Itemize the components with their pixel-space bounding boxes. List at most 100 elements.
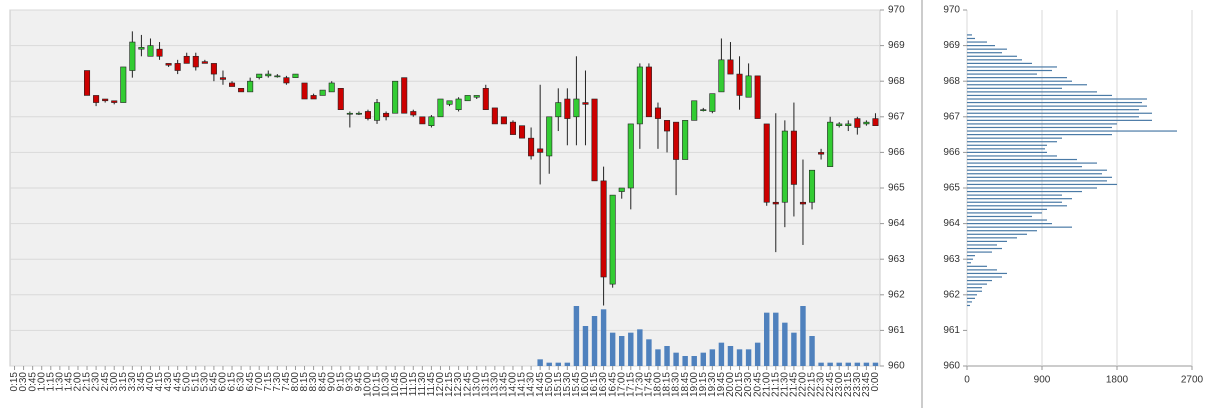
volume-bar <box>619 336 625 366</box>
candle-body <box>528 137 535 157</box>
profile-bar <box>967 194 1062 196</box>
profile-bar <box>967 233 1027 235</box>
x-tick-label: 12:45 <box>462 372 473 397</box>
candle-body <box>863 121 870 125</box>
candle-body <box>446 100 453 105</box>
x-tick-label: 9:30 <box>344 372 355 392</box>
profile-bar <box>967 262 971 264</box>
profile-bar <box>967 91 1097 93</box>
x-tick-label: 10:45 <box>390 372 401 397</box>
x-tick-label: 20:00 <box>725 372 736 397</box>
candle-body <box>809 169 816 203</box>
candle-body <box>509 121 516 135</box>
y-tick-label: 963 <box>888 254 905 265</box>
volume-bar <box>600 309 607 366</box>
profile-bar <box>967 77 1067 79</box>
candle-body <box>600 180 607 278</box>
y-tick-label: 966 <box>888 147 905 158</box>
profile-bar <box>967 294 977 296</box>
candle-body <box>491 107 498 125</box>
candle-body <box>772 201 779 205</box>
profile-bar <box>967 116 1139 118</box>
volume-bar <box>709 349 716 366</box>
volume-bar <box>800 306 806 366</box>
volume-bar <box>872 362 879 366</box>
x-tick-label: 1800 <box>1106 375 1129 386</box>
profile-bar <box>967 205 1067 207</box>
profile-bar <box>967 59 1022 61</box>
volume-bar <box>854 362 861 366</box>
volume-bar <box>591 316 598 366</box>
volume-bar <box>809 336 815 366</box>
x-tick-label: 5:45 <box>209 372 220 392</box>
volume-bar <box>691 356 697 366</box>
x-tick-label: 2700 <box>1181 375 1204 386</box>
profile-bar <box>967 265 987 267</box>
y-tick-label: 964 <box>888 218 905 229</box>
x-tick-label: 14:15 <box>517 372 528 397</box>
volume-bar <box>718 342 725 366</box>
profile-bar <box>967 155 1057 157</box>
volume-bar <box>782 322 788 366</box>
x-tick-label: 23:45 <box>861 372 872 397</box>
x-tick-label: 23:30 <box>852 372 863 397</box>
x-tick-label: 900 <box>1034 375 1051 386</box>
x-tick-label: 7:00 <box>254 372 265 392</box>
x-tick-label: 3:00 <box>109 372 120 392</box>
x-tick-label: 10:00 <box>363 372 374 397</box>
candle-body <box>210 63 217 75</box>
candle-body <box>219 77 226 80</box>
profile-bar <box>967 109 1139 111</box>
profile-bar <box>967 84 1087 86</box>
volume-bar <box>682 356 688 366</box>
y-tick-label: 970 <box>943 5 960 16</box>
x-tick-label: 21:00 <box>761 372 772 397</box>
profile-bar <box>967 304 970 307</box>
x-tick-label: 9:15 <box>335 372 346 392</box>
profile-bar <box>967 45 995 47</box>
x-tick-label: 0 <box>964 375 970 386</box>
volume-bar <box>673 352 679 366</box>
x-tick-label: 9:45 <box>354 372 365 392</box>
profile-bar <box>967 166 1082 168</box>
profile-bar <box>967 276 1002 278</box>
profile-bar <box>967 297 975 299</box>
x-tick-label: 2:15 <box>82 372 93 392</box>
profile-bar <box>967 130 1177 132</box>
candle-body <box>383 112 390 118</box>
profile-bar <box>967 119 1152 121</box>
volume-bar <box>863 362 870 366</box>
volume-bar <box>764 312 770 366</box>
profile-bar <box>967 230 1037 232</box>
candle-body <box>256 73 263 78</box>
x-tick-label: 7:30 <box>272 372 283 392</box>
x-tick-label: 18:30 <box>671 372 682 397</box>
volume-bar <box>773 312 779 366</box>
profile-bar <box>967 87 1062 89</box>
x-tick-label: 6:15 <box>227 372 238 392</box>
y-tick-label: 962 <box>943 289 960 300</box>
x-tick-label: 7:45 <box>281 372 292 392</box>
profile-bar <box>967 151 1047 153</box>
x-tick-label: 9:00 <box>326 372 337 392</box>
profile-bar <box>967 258 973 260</box>
candle-body <box>790 130 797 185</box>
candle-body <box>636 66 643 125</box>
profile-bar <box>967 137 1062 139</box>
x-tick-label: 8:00 <box>290 372 301 392</box>
x-tick-label: 22:45 <box>825 372 836 397</box>
candle-body <box>392 80 399 114</box>
candle-body <box>183 55 190 64</box>
profile-bar <box>967 208 1047 210</box>
candle-body <box>84 70 91 96</box>
profile-bar <box>967 148 1045 150</box>
x-tick-label: 1:00 <box>36 372 47 392</box>
y-tick-label: 968 <box>943 76 960 87</box>
profile-bar <box>967 215 1032 218</box>
x-tick-label: 5:15 <box>190 372 201 392</box>
candle-body <box>519 125 526 139</box>
x-tick-label: 19:45 <box>716 372 727 397</box>
x-tick-label: 16:00 <box>580 372 591 397</box>
volume-bar <box>745 349 752 366</box>
